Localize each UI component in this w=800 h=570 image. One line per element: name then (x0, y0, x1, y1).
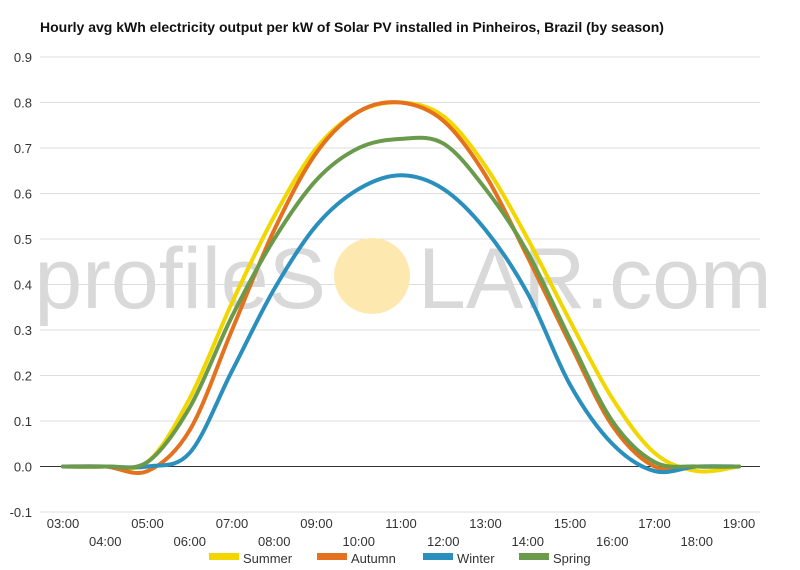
x-tick-label: 17:00 (638, 516, 671, 531)
legend-swatch-spring (519, 553, 549, 560)
x-tick-label: 11:00 (385, 516, 417, 531)
x-tick-label: 08:00 (258, 534, 291, 549)
legend-label-spring: Spring (553, 551, 591, 566)
y-tick-label: 0.2 (14, 369, 32, 384)
legend-label-winter: Winter (457, 551, 495, 566)
legend-swatch-summer (209, 553, 239, 560)
watermark-text-left: profileS (34, 231, 326, 327)
x-tick-label: 12:00 (427, 534, 460, 549)
x-tick-label: 04:00 (89, 534, 122, 549)
x-tick-label: 16:00 (596, 534, 629, 549)
series-line-spring (61, 135, 741, 470)
watermark: profileS LAR.com (34, 231, 771, 327)
series-layer (61, 100, 741, 476)
series-line-autumn (61, 100, 741, 476)
y-tick-label: 0.7 (14, 141, 32, 156)
y-tick-label: 0.3 (14, 323, 32, 338)
x-tick-label: 15:00 (554, 516, 587, 531)
x-tick-label: 06:00 (173, 534, 206, 549)
legend-swatch-winter (423, 553, 453, 560)
legend-label-summer: Summer (243, 551, 293, 566)
series-line-winter (61, 173, 741, 475)
y-tick-label: -0.1 (10, 505, 32, 520)
x-tick-label: 10:00 (342, 534, 375, 549)
x-tick-label: 05:00 (131, 516, 164, 531)
y-tick-label: 0.1 (14, 414, 32, 429)
legend-swatch-autumn (317, 553, 347, 560)
chart-title: Hourly avg kWh electricity output per kW… (40, 19, 664, 35)
x-tick-label: 09:00 (300, 516, 333, 531)
x-tick-label: 19:00 (723, 516, 756, 531)
y-tick-label: 0.5 (14, 232, 32, 247)
y-tick-label: 0.8 (14, 96, 32, 111)
legend: Summer Autumn Winter Spring (209, 551, 591, 566)
x-axis: 03:00 04:00 05:00 06:00 07:00 08:00 09:00 10:00… (47, 516, 756, 549)
y-tick-label: 0.9 (14, 50, 32, 65)
x-tick-label: 18:00 (680, 534, 713, 549)
x-tick-label: 03:00 (47, 516, 80, 531)
watermark-sun (334, 238, 410, 314)
y-axis: -0.1 0.0 0.1 0.2 0.3 0.4 0.5 0.6 0.7 0.8 0.9 (10, 50, 32, 520)
x-tick-label: 14:00 (511, 534, 544, 549)
legend-label-autumn: Autumn (351, 551, 396, 566)
y-tick-label: 0.4 (14, 278, 32, 293)
y-tick-label: 0.0 (14, 460, 32, 475)
watermark-text-right: LAR.com (418, 231, 772, 327)
x-tick-label: 07:00 (216, 516, 249, 531)
y-tick-label: 0.6 (14, 187, 32, 202)
x-tick-label: 13:00 (469, 516, 502, 531)
